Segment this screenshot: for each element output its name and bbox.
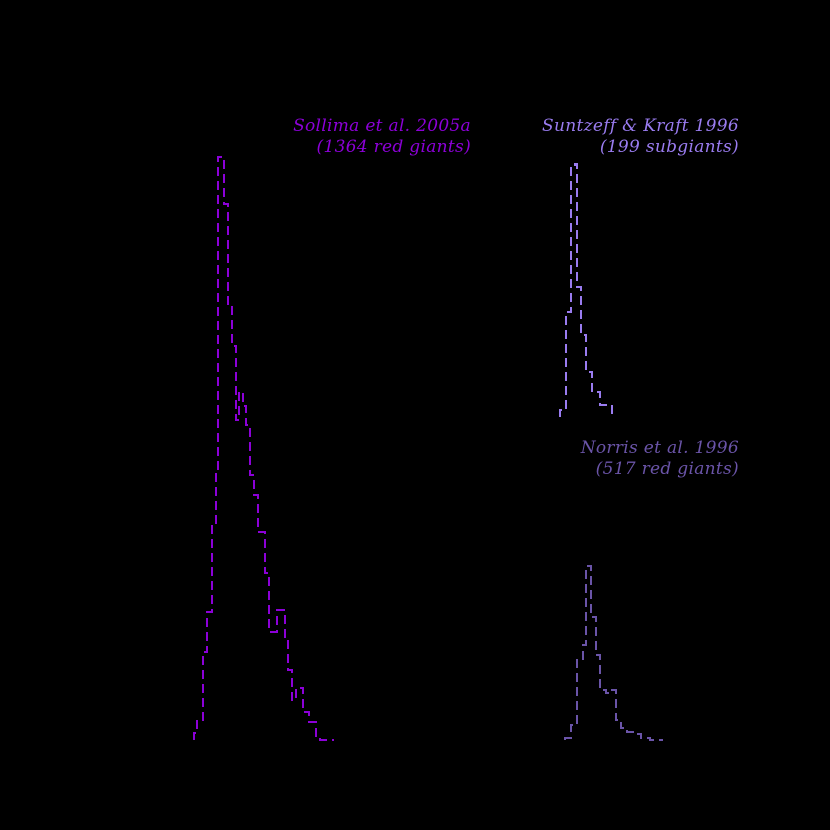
histogram-sollima (193, 156, 334, 741)
legend-norris-count: (517 red giants) (595, 459, 739, 479)
legend-label-norris: Norris et al. 1996 (517 red giants) (581, 438, 739, 480)
legend-label-sollima: Sollima et al. 2005a (1364 red giants) (293, 116, 471, 158)
legend-norris-title: Norris et al. 1996 (580, 438, 739, 458)
legend-suntzeff-title: Suntzeff & Kraft 1996 (542, 116, 739, 136)
histogram-norris (564, 565, 663, 741)
legend-sollima-count: (1364 red giants) (316, 137, 471, 157)
legend-suntzeff-count: (199 subgiants) (599, 137, 739, 157)
histogram-suntzeff (559, 163, 613, 417)
legend-label-suntzeff: Suntzeff & Kraft 1996 (199 subgiants) (542, 116, 739, 158)
legend-sollima-title: Sollima et al. 2005a (293, 116, 471, 136)
